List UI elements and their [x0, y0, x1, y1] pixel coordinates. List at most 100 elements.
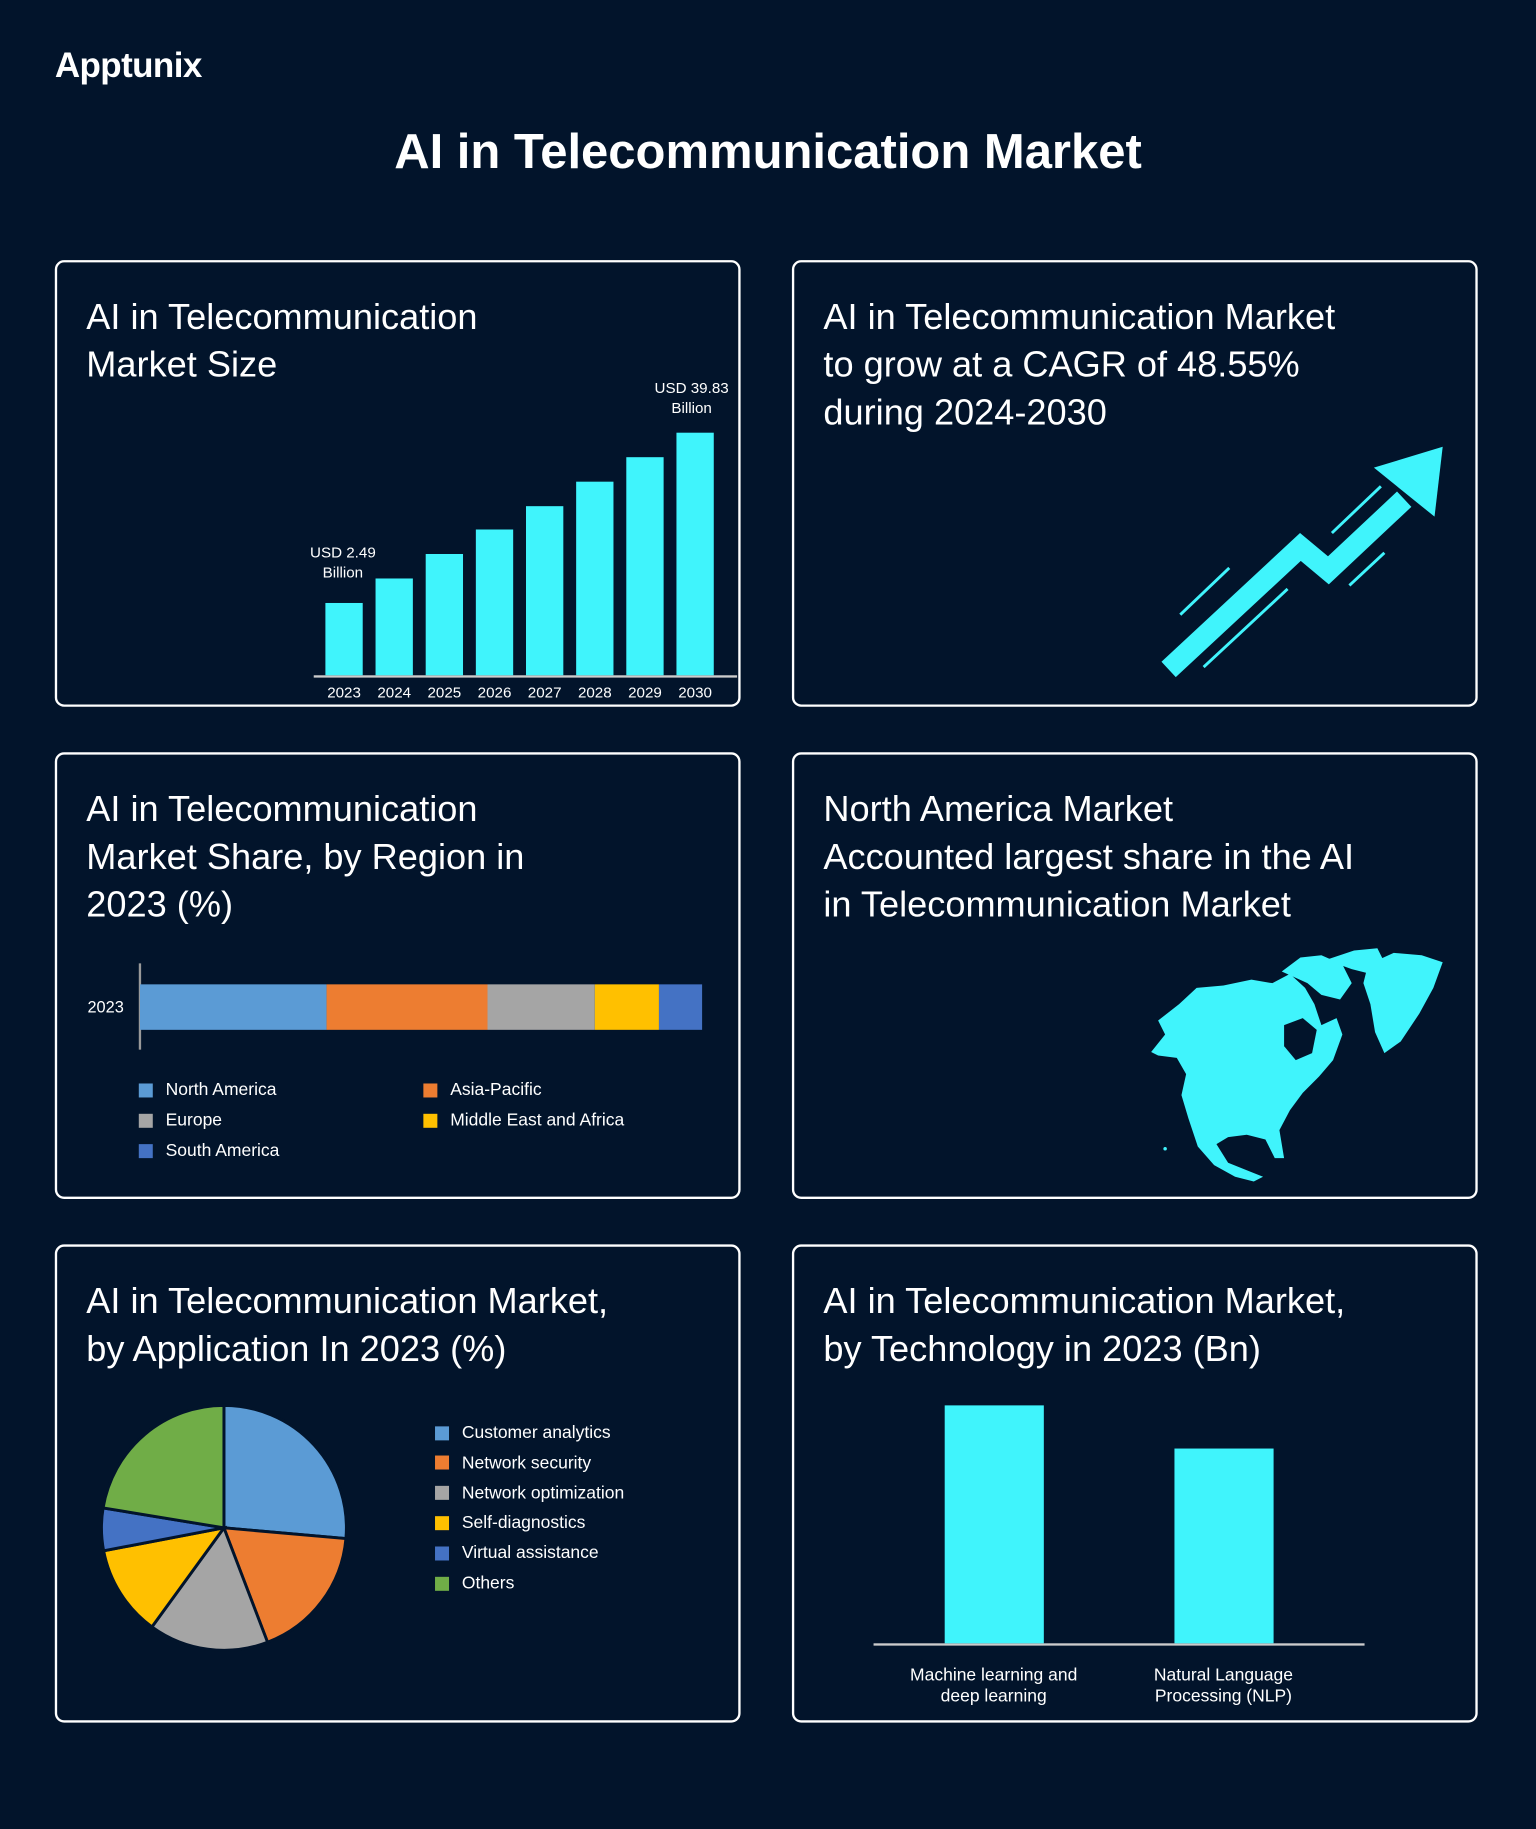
bar	[1174, 1448, 1274, 1644]
legend-label: Asia-Pacific	[450, 1079, 542, 1100]
title-line: during 2024-2030	[823, 391, 1107, 433]
x-tick-label: 2026	[477, 683, 512, 701]
bar	[676, 432, 714, 676]
region-share-chart: 2023 North America Asia-Pacific Europe Middl…	[57, 755, 743, 1202]
legend-swatch	[435, 1546, 450, 1561]
title-line: Market Size	[86, 344, 278, 385]
title-line: Accounted largest share in the AI	[823, 836, 1355, 878]
bar	[626, 457, 664, 676]
title-line: AI in Telecommunication Market,	[86, 1280, 609, 1322]
legend-swatch	[435, 1455, 450, 1470]
card-title: AI in Telecommunication Market, by Appli…	[86, 1277, 716, 1373]
legend-swatch	[138, 1082, 153, 1097]
x-tick-label: 2025	[427, 683, 462, 701]
title-line: AI in Telecommunication Market	[823, 296, 1336, 338]
brand-logo: Apptunix	[54, 46, 203, 86]
application-pie-chart: Customer analytics Network security Networ…	[57, 1247, 743, 1725]
y-tick-label: 2023	[87, 997, 124, 1016]
legend-item: Self-diagnostics	[435, 1513, 585, 1533]
bar	[375, 578, 413, 676]
legend-swatch	[138, 1113, 153, 1128]
label-line: USD 39.83	[654, 379, 729, 397]
pie-slice	[221, 1526, 348, 1645]
title-line: by Application In 2023 (%)	[86, 1328, 507, 1370]
label-line: Billion	[322, 563, 364, 581]
title-line: to grow at a CAGR of 48.55%	[823, 344, 1300, 385]
legend-item: Asia-Pacific	[423, 1079, 542, 1100]
legend-swatch	[138, 1143, 153, 1158]
legend-item: Network security	[435, 1453, 591, 1473]
technology-card: AI in Telecommunication Market, by Techn…	[791, 1244, 1480, 1725]
pie	[100, 1403, 348, 1652]
market-size-card: AI in Telecommunication Market Size USD …	[54, 260, 741, 707]
tick-label-line: Natural Language	[1153, 1665, 1293, 1686]
x-tick-label: Natural Language Processing (NLP)	[1154, 1665, 1293, 1707]
legend-swatch	[435, 1516, 450, 1531]
legend-item: Virtual assistance	[435, 1543, 599, 1563]
bar-segment	[487, 984, 595, 1030]
bar	[944, 1405, 1044, 1644]
card-title: AI in Telecommunication Market, by Techn…	[823, 1277, 1453, 1373]
bar-segment	[139, 984, 327, 1030]
trending-up-arrow-icon	[1161, 446, 1443, 678]
bar-segment	[658, 984, 703, 1030]
legend-item: Customer analytics	[435, 1423, 611, 1443]
bar	[576, 481, 614, 676]
bar	[325, 602, 363, 676]
legend-item: South America	[138, 1141, 279, 1160]
x-tick-label: Machine learning and deep learning	[910, 1665, 1077, 1707]
card-title: AI in Telecommunication Market Share, by…	[86, 785, 716, 928]
legend-label: Network security	[461, 1452, 592, 1473]
x-axis-line	[313, 675, 738, 678]
region-share-card: AI in Telecommunication Market Share, by…	[54, 752, 743, 1202]
pie-slice	[149, 1524, 270, 1652]
title-line: AI in Telecommunication	[86, 788, 478, 830]
x-tick-label: 2027	[527, 683, 562, 701]
legend-swatch	[423, 1082, 438, 1097]
x-tick-label: 2029	[628, 683, 662, 701]
legend-swatch	[435, 1576, 450, 1591]
application-card: AI in Telecommunication Market, by Appli…	[54, 1244, 743, 1725]
title-line: 2023 (%)	[86, 884, 234, 925]
legend-swatch	[435, 1425, 450, 1440]
legend-item: North America	[138, 1079, 277, 1100]
cagr-card: AI in Telecommunication Market to grow a…	[791, 260, 1478, 707]
legend-item: Europe	[138, 1110, 222, 1130]
legend-swatch	[423, 1113, 438, 1128]
label-line: USD 2.49	[310, 543, 376, 561]
title-line: North America Market	[823, 788, 1174, 830]
bar-segment	[326, 984, 488, 1030]
tick-label-line: deep learning	[940, 1686, 1047, 1707]
last-value-label: USD 39.83 Billion	[655, 378, 729, 418]
north-america-card: North America Market Accounted largest s…	[791, 752, 1478, 1199]
legend-label: Virtual assistance	[461, 1543, 599, 1564]
legend-item: Others	[435, 1573, 514, 1593]
x-axis-line	[873, 1643, 1365, 1646]
bar-segment	[594, 984, 659, 1030]
title-line: by Technology in 2023 (Bn)	[823, 1328, 1261, 1370]
tick-label-line: Machine learning and	[910, 1665, 1078, 1686]
card-title: North America Market Accounted largest s…	[823, 785, 1453, 928]
pie-slice	[101, 1525, 228, 1629]
y-axis-line	[138, 963, 141, 1050]
legend-swatch	[435, 1485, 450, 1500]
title-line: Market Share, by Region in	[86, 836, 525, 878]
legend-label: Self-diagnostics	[461, 1513, 586, 1533]
tick-label-line: Processing (NLP)	[1154, 1686, 1292, 1707]
title-line: AI in Telecommunication	[86, 296, 478, 338]
technology-bar-chart: Machine learning and deep learning Natural…	[794, 1247, 1480, 1725]
bar	[475, 529, 514, 676]
title-line: in Telecommunication Market	[823, 884, 1291, 925]
first-value-label: USD 2.49 Billion	[310, 542, 376, 582]
legend-label: North America	[165, 1079, 277, 1100]
pie-slice	[101, 1403, 226, 1530]
pie-slice	[222, 1403, 348, 1541]
x-tick-label: 2024	[377, 683, 412, 701]
x-tick-label: 2030	[678, 683, 712, 701]
legend-item: Middle East and Africa	[423, 1110, 624, 1130]
label-line: Billion	[671, 398, 712, 417]
legend-label: Customer analytics	[461, 1422, 611, 1443]
x-tick-label: 2023	[327, 683, 361, 701]
bar	[525, 505, 564, 676]
